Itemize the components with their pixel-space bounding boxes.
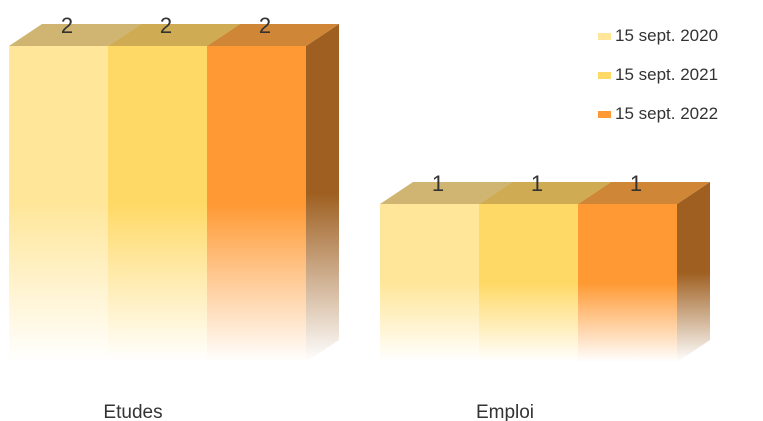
data-labels-group: 2 2 2 1 1 1 [61, 13, 642, 196]
category-label: Etudes [103, 402, 162, 421]
legend: 15 sept. 2020 15 sept. 2021 15 sept. 2022 [598, 24, 718, 141]
legend-label: 15 sept. 2020 [615, 26, 719, 45]
bar-etudes-series-3 [207, 24, 339, 362]
data-label: 1 [630, 171, 642, 196]
bar-top-face [108, 24, 240, 46]
bar-emploi-series-2 [479, 182, 611, 362]
bar-etudes-series-2 [108, 24, 240, 362]
bar-top-face [207, 24, 339, 46]
legend-label: 15 sept. 2022 [615, 104, 719, 123]
legend-label: 15 sept. 2021 [615, 65, 719, 84]
bar-front-face [380, 204, 479, 362]
bar-top-face [578, 182, 710, 204]
data-label: 1 [531, 171, 543, 196]
bar-emploi-series-1 [380, 182, 512, 362]
legend-swatch [598, 71, 611, 79]
category-label: Emploi [476, 402, 534, 421]
bar-side-face [306, 24, 339, 362]
bar-side-face [677, 182, 710, 362]
bar-front-face [578, 204, 677, 362]
data-label: 2 [259, 13, 271, 38]
legend-item: 15 sept. 2022 [598, 102, 718, 126]
data-label: 1 [432, 171, 444, 196]
legend-item: 15 sept. 2021 [598, 63, 718, 87]
bar-etudes-series-1 [9, 24, 141, 362]
legend-swatch [598, 32, 611, 40]
data-label: 2 [61, 13, 73, 38]
bar-front-face [207, 46, 306, 362]
bar-top-face [9, 24, 141, 46]
bar-front-face [108, 46, 207, 362]
bars-group [9, 24, 710, 362]
bar-emploi-series-3 [578, 182, 710, 362]
bar-top-face [380, 182, 512, 204]
data-label: 2 [160, 13, 172, 38]
legend-swatch [598, 110, 611, 118]
legend-item: 15 sept. 2020 [598, 24, 718, 48]
category-labels-group: Etudes Emploi [103, 402, 534, 421]
bar-front-face [9, 46, 108, 362]
bar-top-face [479, 182, 611, 204]
bar-front-face [479, 204, 578, 362]
